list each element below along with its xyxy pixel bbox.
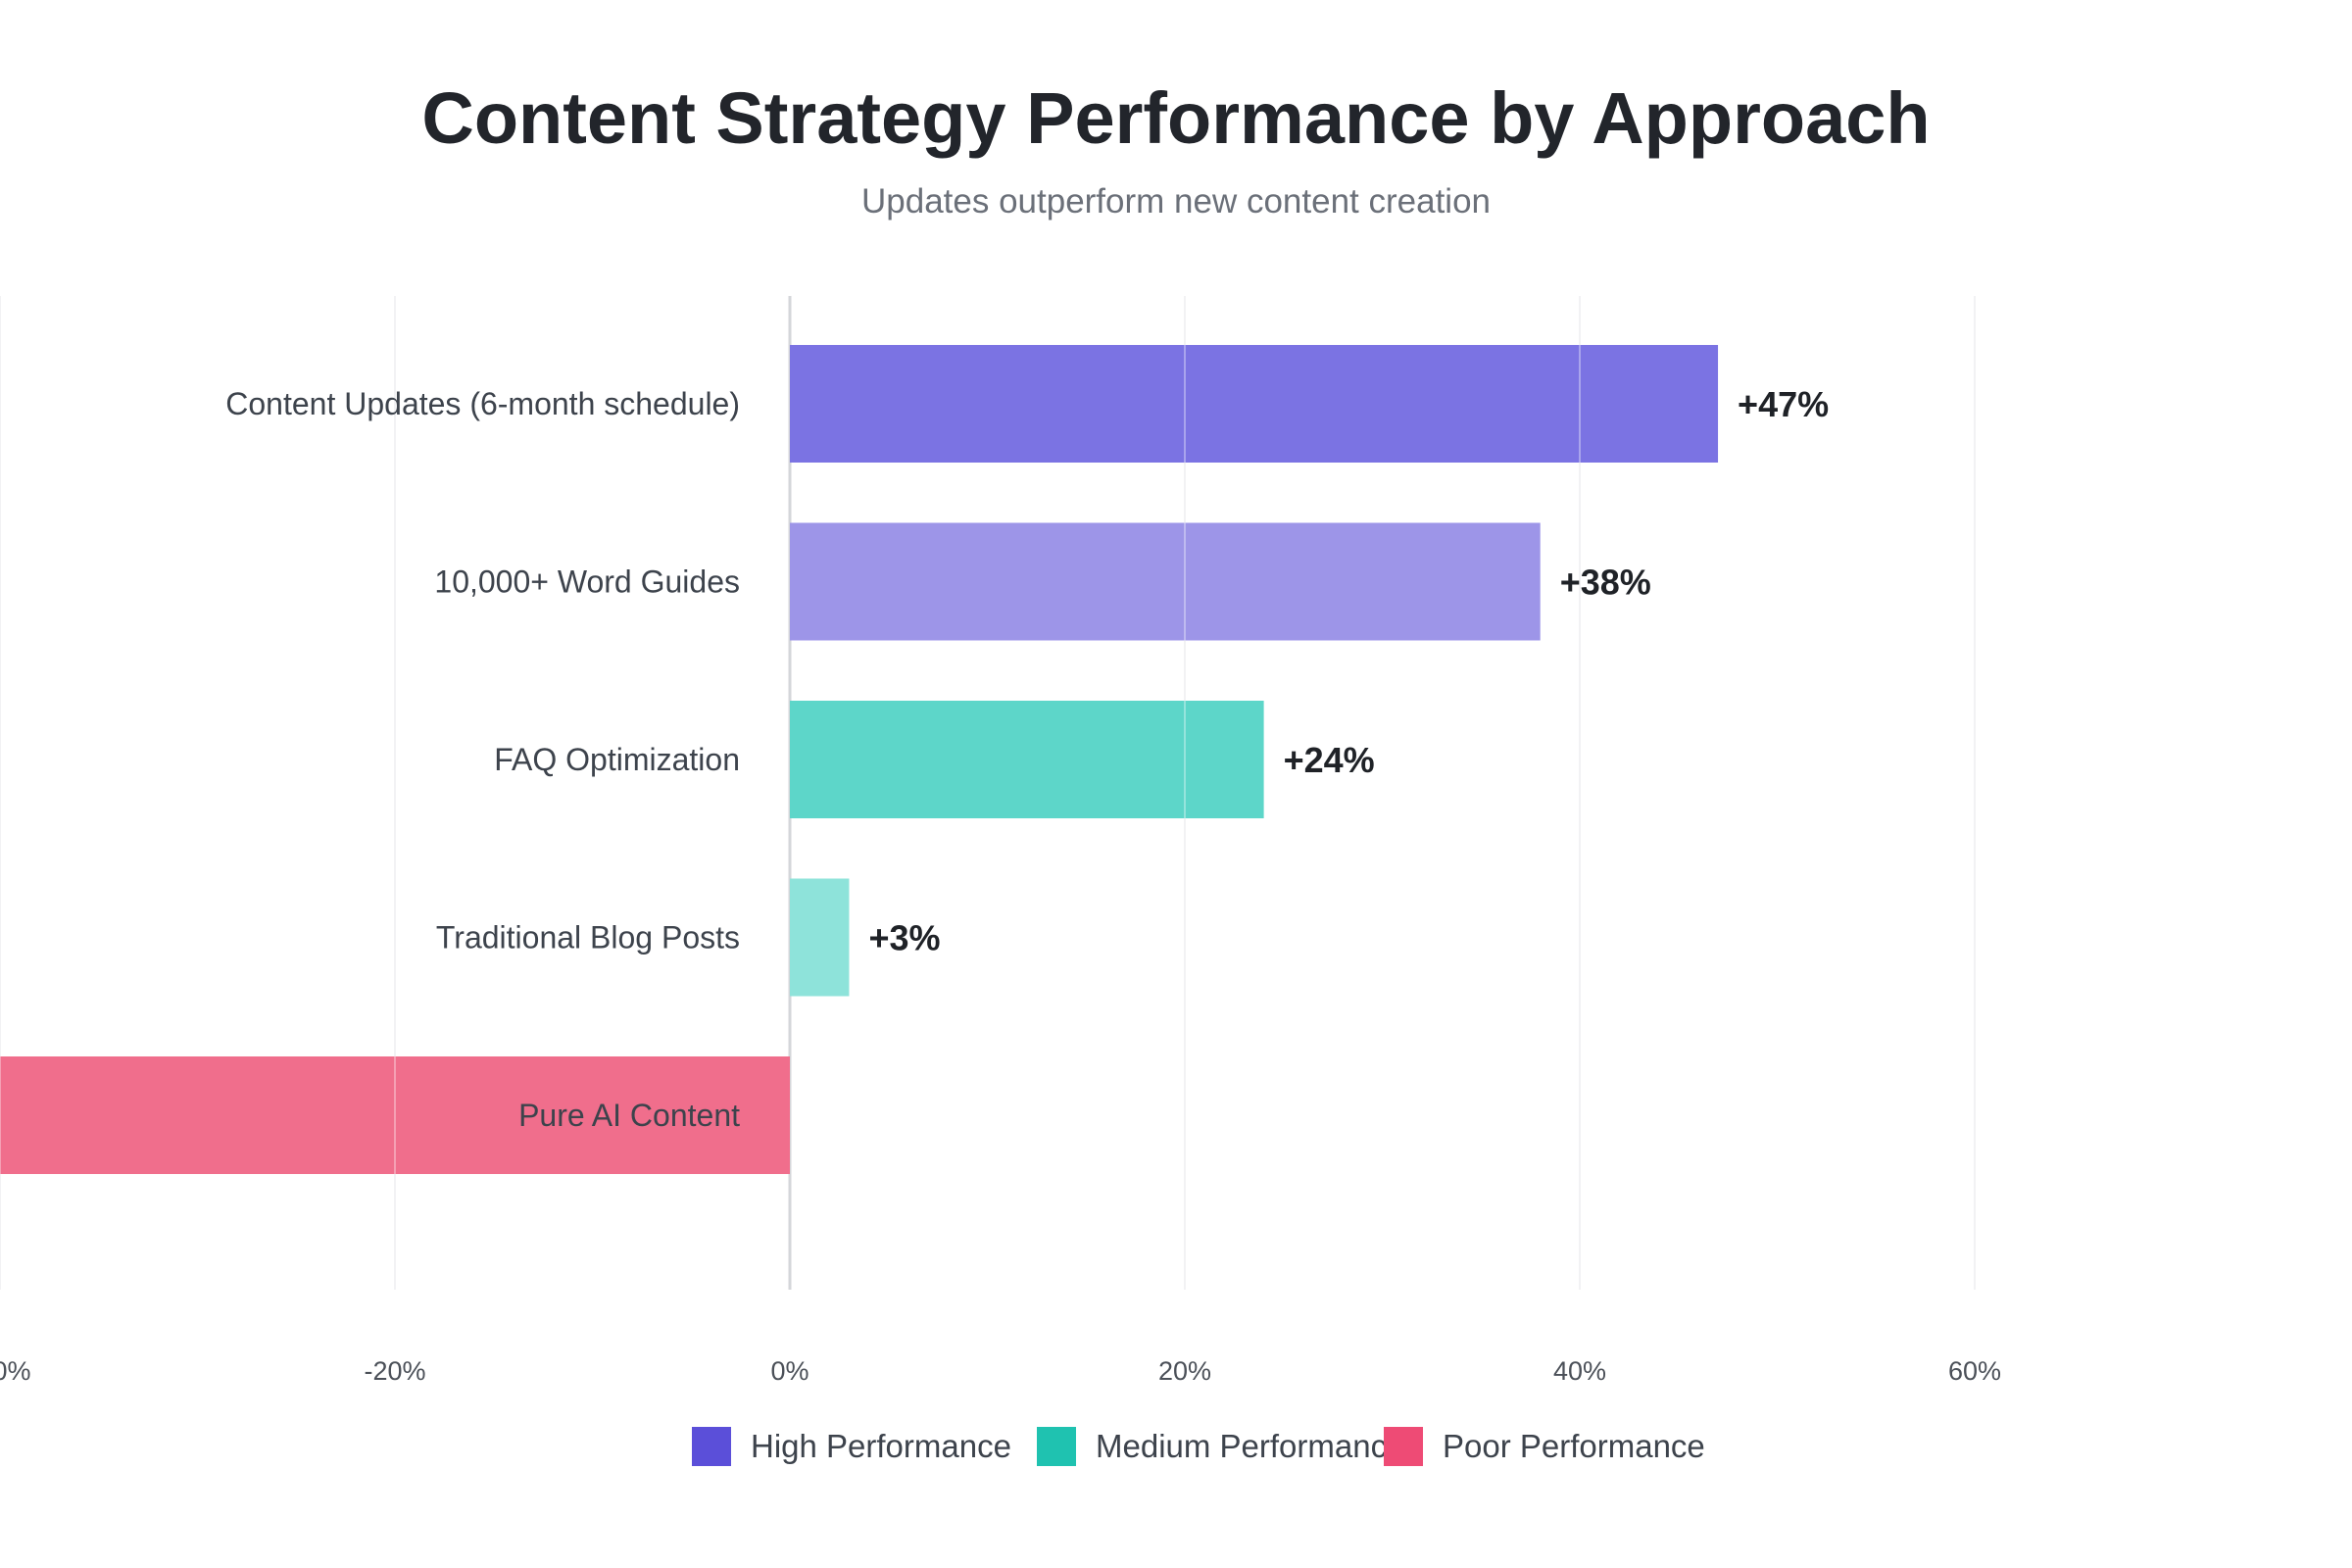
x-tick-label: -20% [364,1356,425,1386]
category-label: Traditional Blog Posts [436,920,740,956]
legend-swatch [1037,1427,1076,1466]
legend-item[interactable]: Medium Performance [1037,1425,1384,1468]
category-label: Pure AI Content [518,1098,740,1133]
x-tick-label: 60% [1948,1356,2001,1386]
bar [790,701,1264,818]
legend: High Performance Medium Performance Poor P… [0,1425,2352,1468]
bar-layer [0,345,1719,1174]
legend-label: Medium Performance [1096,1428,1384,1464]
legend-label: High Performance [751,1428,1011,1464]
x-tick-label: 20% [1158,1356,1211,1386]
bar [790,345,1719,463]
value-label: +38% [1560,563,1651,603]
legend-label: Poor Performance [1443,1428,1705,1464]
legend-item[interactable]: Poor Performance [1384,1425,1756,1468]
legend-swatch [692,1427,731,1466]
overlay-grid-layer [0,296,1976,1290]
value-label: +3% [868,918,940,958]
x-tick-label: 0% [770,1356,808,1386]
bar [790,878,850,997]
x-tick-label: 40% [1553,1356,1606,1386]
chart-title: Content Strategy Performance by Approach [421,77,1931,159]
value-label: +47% [1738,384,1829,424]
category-label: 10,000+ Word Guides [434,564,740,600]
text-layer: -40% -20% 0% 20% 40% 60% Content Updates (6-mo… [0,384,2001,1386]
x-tick-label: -40% [0,1356,31,1386]
legend-item[interactable]: High Performance [692,1425,1037,1468]
value-label: +24% [1284,740,1375,780]
category-label: FAQ Optimization [494,742,740,777]
bar [790,522,1541,641]
category-label: Content Updates (6-month schedule) [225,386,740,421]
legend-swatch [1384,1427,1423,1466]
bar [0,1056,790,1174]
chart-subtitle: Updates outperform new content creation [860,182,1492,220]
